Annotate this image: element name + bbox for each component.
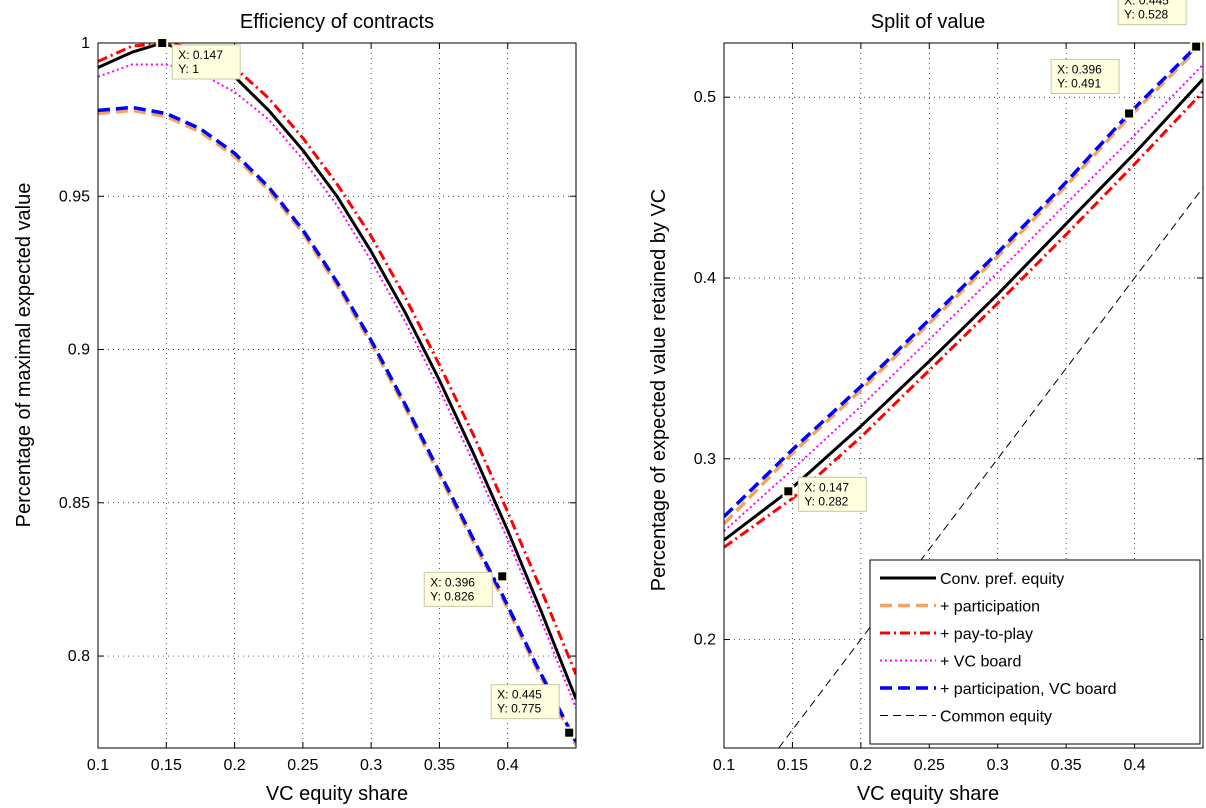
series-line (778, 187, 1203, 748)
datatip-marker (1190, 40, 1203, 53)
datatip-box (1117, 0, 1187, 26)
series-line (98, 108, 576, 746)
datatip-marker (496, 570, 509, 583)
datatip-y-label: Y: 0.826 (430, 589, 474, 603)
datatip-y-label: Y: 0.528 (1124, 8, 1168, 22)
panel-title: Efficiency of contracts (240, 11, 434, 33)
datatip-y-label: Y: 1 (178, 62, 199, 76)
datatip-x-label: X: 0.147 (804, 480, 849, 494)
grid (97, 42, 576, 748)
split-panel: Split of value VC equity share Percentag… (648, 0, 1204, 805)
y-tick-label: 0.5 (694, 89, 716, 106)
datatip-box (797, 476, 867, 512)
series-line (724, 90, 1203, 549)
datatip-y-label: Y: 0.282 (804, 494, 848, 508)
datatip-marker (156, 37, 169, 49)
x-tick-label: 0.4 (497, 757, 519, 774)
x-tick-label: 0.15 (777, 757, 808, 774)
x-tick-label: 0.4 (1123, 757, 1145, 774)
x-tick-label: 0.25 (914, 757, 945, 774)
datatip-box (423, 571, 493, 607)
x-tick-label: 0.3 (360, 757, 382, 774)
y-tick-label: 0.3 (694, 451, 716, 468)
series-line (98, 63, 576, 709)
y-tick-label: 0.4 (694, 270, 716, 287)
datatip-x-label: X: 0.445 (497, 688, 542, 702)
efficiency-panel: Efficiency of contracts VC equity share … (13, 11, 577, 805)
datatip-x-label: X: 0.445 (1124, 0, 1169, 8)
ticks: 0.1 0.15 0.2 0.25 0.3 0.35 0.4 0.2 0.3 0.4 0.5 (694, 43, 1203, 774)
datatip-y-label: Y: 0.775 (497, 702, 541, 716)
datatip-x-label: X: 0.396 (430, 575, 475, 589)
series-line (724, 43, 1203, 526)
series-line (98, 105, 576, 743)
y-axis-label: Percentage of maximal expected value (13, 183, 35, 528)
x-axis-label: VC equity share (857, 783, 999, 805)
x-axis-label: VC equity share (266, 783, 408, 805)
series-line (724, 64, 1203, 532)
series-lines (98, 43, 576, 746)
datatip-marker (1123, 107, 1136, 120)
legend-entry-label: Common equity (940, 709, 1052, 726)
panel-title: Split of value (871, 11, 986, 33)
x-tick-label: 0.2 (850, 757, 872, 774)
datatip-box (490, 684, 560, 720)
x-tick-label: 0.1 (87, 757, 109, 774)
x-tick-label: 0.2 (223, 757, 245, 774)
series-line (724, 43, 1203, 518)
legend-entry-label: + participation, VC board (940, 681, 1117, 698)
x-tick-label: 0.35 (1051, 757, 1082, 774)
legend-entry-label: + VC board (940, 654, 1021, 671)
x-tick-label: 0.25 (287, 757, 318, 774)
series-line (724, 78, 1203, 542)
y-tick-label: 0.85 (59, 495, 90, 512)
legend-entry-label: + pay-to-play (940, 626, 1033, 643)
plot-frame (97, 42, 577, 749)
legend: Conv. pref. equity + participation + pay-t… (869, 559, 1201, 745)
x-tick-label: 0.15 (151, 757, 182, 774)
y-tick-label: 0.9 (68, 342, 90, 359)
datatip-box (1050, 59, 1120, 94)
legend-entry-label: Conv. pref. equity (940, 571, 1064, 588)
datatip-x-label: X: 0.147 (178, 48, 223, 62)
y-tick-label: 0.95 (59, 188, 90, 205)
datatip-marker (782, 485, 795, 498)
x-tick-label: 0.1 (713, 757, 735, 774)
legend-box (869, 559, 1201, 745)
legend-entry-label: + participation (940, 599, 1040, 616)
y-tick-label: 1 (81, 35, 90, 52)
y-tick-label: 0.2 (694, 632, 716, 649)
ticks: 0.1 0.15 0.2 0.25 0.3 0.35 0.4 0.8 0.85 0.9 0.95 1 (59, 35, 576, 774)
x-tick-label: 0.3 (987, 757, 1009, 774)
datatip-x-label: X: 0.396 (1057, 63, 1102, 77)
x-tick-label: 0.35 (424, 757, 455, 774)
y-axis-label: Percentage of expected value retained by… (648, 189, 670, 591)
datatip-y-label: Y: 0.491 (1057, 77, 1101, 91)
y-tick-label: 0.8 (68, 648, 90, 665)
datatip-marker (563, 726, 576, 739)
datatip-box (171, 44, 241, 80)
plot-frame (723, 42, 1204, 749)
